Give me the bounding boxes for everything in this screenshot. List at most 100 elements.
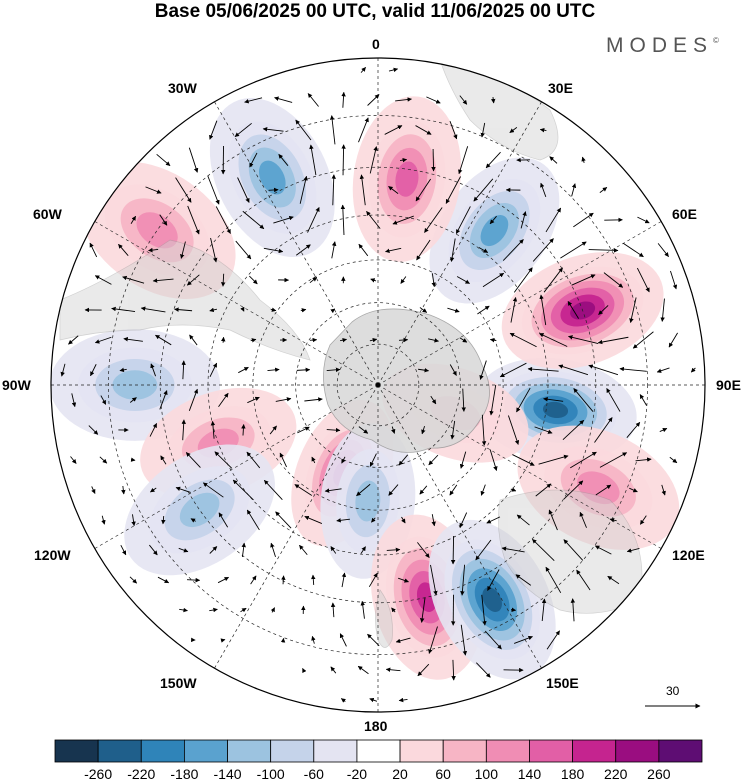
anomaly-band [480,214,509,247]
wind-vector [210,420,216,439]
wind-vector [384,125,403,135]
wind-vector [456,276,470,284]
wind-vector [180,241,186,259]
wind-vector [294,484,313,496]
wind-vector [309,276,318,284]
wind-vector [546,630,560,650]
wind-vector [152,278,174,283]
wind-vector [150,363,157,377]
latitude-circle [295,302,461,468]
wind-vector [473,178,494,202]
anomaly-center [517,425,680,550]
wind-vector [416,239,431,261]
wind-vector [307,93,319,107]
wind-vector [428,454,439,466]
modes-logo: MODES© [606,34,719,58]
wind-vector [460,624,468,656]
wind-vector [475,539,492,561]
wind-vector [188,388,199,411]
wind-vector [458,146,469,175]
wind-vector [541,598,547,622]
wind-vector [278,153,289,166]
wind-vector [218,392,229,408]
wind-vector [570,451,597,469]
wind-vector [209,362,218,378]
wind-vector [558,364,589,376]
colorbar-tick-label: 260 [647,766,671,782]
wind-vector [485,151,501,169]
wind-vector [398,577,409,583]
wind-vector [563,539,584,561]
wind-vector [660,298,665,322]
anomaly-field [51,96,680,680]
wind-vector [563,480,584,500]
anomaly-band [355,480,381,522]
wind-vector [567,300,579,319]
wind-vector [417,663,430,677]
wind-vector [588,364,619,376]
wind-vector [178,547,189,553]
wind-vector [263,247,284,254]
wind-vector [477,305,490,315]
wind-vector [101,515,106,525]
wind-vector [388,67,399,73]
wind-vector [215,206,231,234]
wind-vector [490,96,496,104]
wind-vector [309,144,317,176]
wind-vector [94,336,112,344]
colorbar-tick-label: 20 [392,766,408,782]
colorbar-swatch [140,739,185,763]
wind-vector [659,428,668,433]
wind-vector [449,364,457,376]
colorbar-tick-label: -220 [127,766,156,782]
longitude-line [214,101,379,386]
wind-vector [513,635,533,644]
colorbar-tick-label: 220 [604,766,628,782]
wind-vector [329,115,336,145]
lon-label-120w: 120W [34,547,71,563]
longitude-line [94,384,379,549]
anomaly-center [428,519,556,680]
wind-vector [234,122,252,138]
wind-vector [341,144,346,176]
colorbar-tick-label: -260 [84,766,113,782]
lon-label-150e: 150E [546,675,579,691]
wind-vector [207,175,220,205]
anomaly-band [542,401,569,419]
wind-vector [235,240,252,260]
wind-vector [295,119,312,141]
lon-label-0: 0 [372,36,380,52]
wind-vector [419,307,428,313]
wind-vector [449,238,456,262]
longitude-line [94,221,379,386]
wind-vector [539,333,568,347]
wind-vector [513,267,533,293]
wind-vector [240,607,247,613]
anomaly-band [136,212,178,249]
wind-vector [250,575,257,585]
wind-vector [501,546,525,553]
wind-vector [515,574,532,586]
wind-vector [324,488,342,493]
wind-vector [60,363,66,377]
wind-vector [430,564,438,596]
wind-vector [273,215,294,224]
wind-vector [598,305,609,315]
wind-vector [331,174,336,206]
lat-lon-grid [51,58,705,712]
wind-vector [670,270,678,290]
wind-vector [360,67,366,73]
wind-vector [360,546,366,554]
reference-vector-label: 30 [666,684,680,698]
wind-vector [535,483,552,497]
wind-vector [367,633,380,647]
wind-vector [532,238,554,262]
wind-vector [175,177,192,203]
wind-vector [360,600,365,619]
wind-vector [148,247,159,253]
wind-vector [606,388,621,412]
anomaly-band [482,587,502,612]
wind-vector [516,514,530,526]
wind-vector [543,397,564,402]
map-title: Base 05/06/2025 00 UTC, valid 11/06/2025… [154,1,596,22]
